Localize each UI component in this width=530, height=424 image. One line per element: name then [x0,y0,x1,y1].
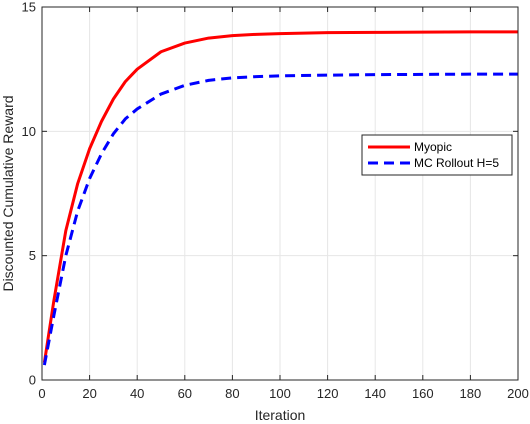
y-tick-label: 0 [29,373,36,388]
y-tick-label: 10 [22,124,36,139]
x-tick-label: 80 [225,386,239,401]
x-tick-label: 160 [412,386,434,401]
y-axis-label: Discounted Cumulative Reward [0,95,16,291]
y-tick-label: 15 [22,0,36,15]
x-tick-label: 180 [460,386,482,401]
series-line-1 [42,72,518,366]
y-tick-label: 5 [29,248,36,263]
legend: Myopic MC Rollout H=5 [361,134,513,176]
legend-box [361,134,513,176]
x-tick-label: 140 [364,386,386,401]
grid [41,6,519,381]
x-tick-label: 60 [178,386,192,401]
x-tick-label: 100 [269,386,291,401]
x-axis-label: Iteration [255,407,306,423]
ticks: 0 20 40 60 80 100 120 140 160 180 200 0 5 10 15 [22,0,529,401]
x-tick-label: 40 [130,386,144,401]
series-line-0 [42,30,518,363]
series-layer [42,30,518,366]
legend-label-mc-rollout: MC Rollout H=5 [414,156,499,170]
x-tick-label: 120 [317,386,339,401]
x-tick-label: 200 [507,386,529,401]
x-tick-label: 20 [82,386,96,401]
legend-label-myopic: Myopic [414,140,452,154]
x-tick-label: 0 [38,386,45,401]
